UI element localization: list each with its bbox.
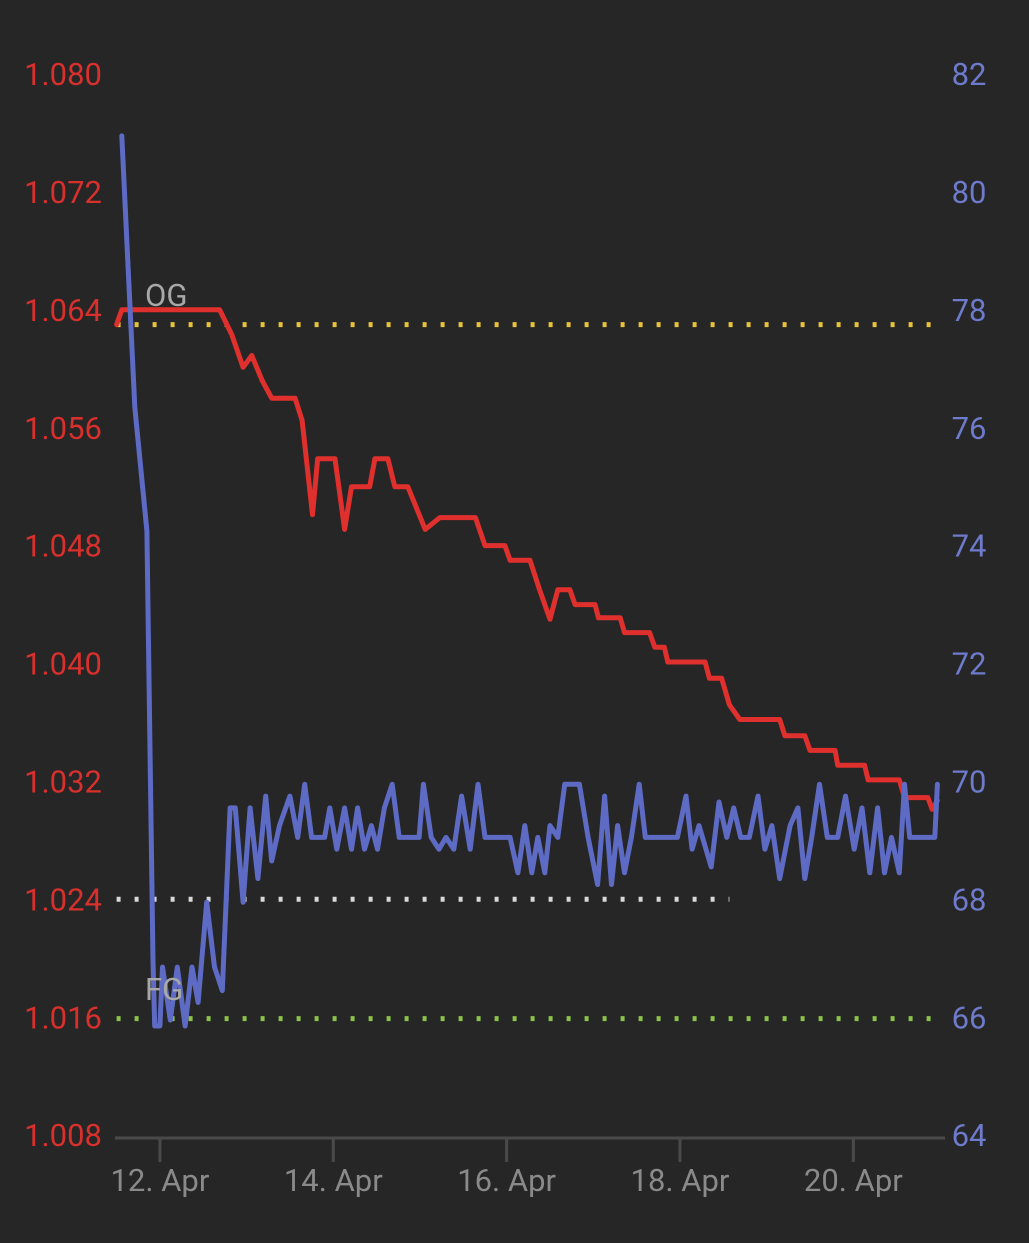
y2-tick-label: 68 <box>952 881 987 918</box>
y2-tick-label: 76 <box>952 410 987 447</box>
y-tick-label: 1.032 <box>24 764 102 801</box>
y2-tick-label: 70 <box>952 764 987 801</box>
y-tick-label: 1.048 <box>24 528 102 565</box>
x-tick-label: 18. Apr <box>631 1162 730 1199</box>
y2-tick-label: 72 <box>952 646 987 683</box>
y-tick-label: 1.080 <box>24 56 102 93</box>
x-tick-label: 16. Apr <box>457 1162 556 1199</box>
reference-label: FG <box>145 971 183 1008</box>
y2-tick-label: 66 <box>952 999 987 1036</box>
y2-tick-label: 74 <box>952 528 987 565</box>
x-tick-label: 20. Apr <box>804 1162 903 1199</box>
y-tick-label: 1.016 <box>24 999 102 1036</box>
x-tick-label: 14. Apr <box>284 1162 383 1199</box>
y2-tick-label: 64 <box>952 1117 987 1154</box>
y-tick-label: 1.056 <box>24 410 102 447</box>
x-tick-label: 12. Apr <box>111 1162 210 1199</box>
y2-tick-label: 82 <box>952 56 987 93</box>
y-tick-label: 1.040 <box>24 646 102 683</box>
series-line <box>119 133 940 1029</box>
reference-label: OG <box>145 277 187 314</box>
y2-tick-label: 80 <box>952 174 987 211</box>
series-line <box>114 307 940 812</box>
y2-tick-label: 78 <box>952 292 987 329</box>
y-tick-label: 1.008 <box>24 1117 102 1154</box>
y-tick-label: 1.064 <box>24 292 102 329</box>
y-tick-label: 1.024 <box>24 881 102 918</box>
y-tick-label: 1.072 <box>24 174 102 211</box>
